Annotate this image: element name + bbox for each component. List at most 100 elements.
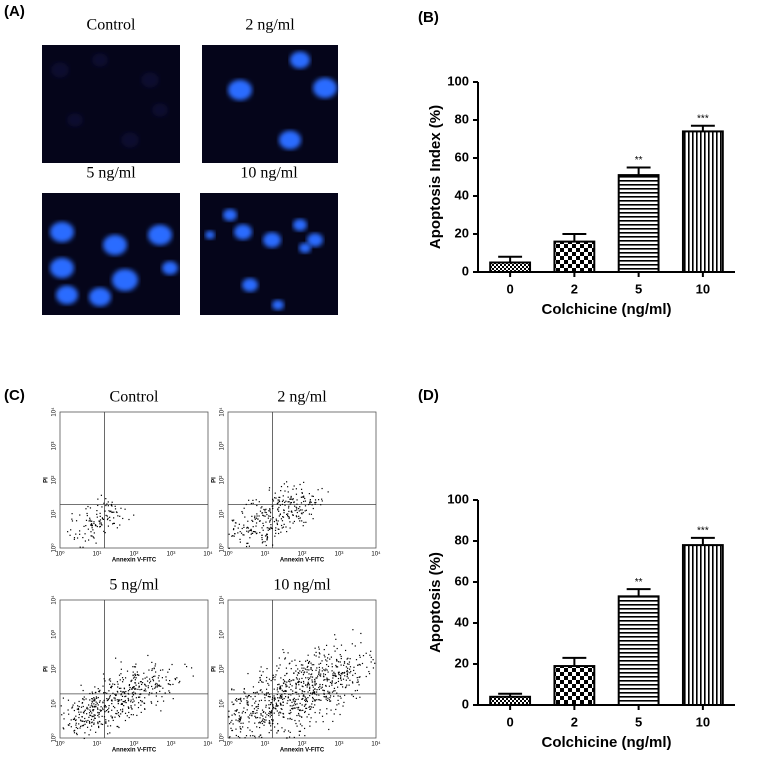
dot	[325, 684, 327, 687]
dot	[290, 502, 293, 504]
dot	[303, 672, 305, 674]
dot	[100, 494, 103, 496]
dot	[301, 677, 303, 680]
dot	[169, 679, 171, 682]
dot	[284, 674, 286, 677]
dot	[162, 700, 165, 702]
dot	[81, 716, 83, 718]
dot	[279, 688, 281, 690]
dot	[262, 525, 265, 527]
dot	[130, 714, 132, 716]
dot	[314, 699, 316, 701]
dot	[308, 493, 310, 495]
dot	[277, 509, 279, 511]
dot	[157, 677, 159, 679]
dot	[144, 684, 146, 686]
dot	[261, 722, 263, 725]
dot	[239, 531, 241, 533]
dot	[287, 507, 290, 509]
dot	[114, 508, 117, 510]
dot	[265, 534, 268, 536]
dot	[259, 520, 261, 522]
dot	[351, 681, 354, 683]
dot	[302, 669, 304, 672]
dot	[144, 683, 146, 685]
dot	[276, 687, 279, 689]
dot	[93, 714, 95, 716]
dot	[252, 698, 254, 700]
dot	[144, 688, 146, 690]
dot	[247, 520, 249, 522]
dot	[99, 525, 102, 528]
dot	[321, 660, 323, 662]
panel-label: (A)	[4, 3, 25, 20]
dot	[327, 671, 329, 673]
dot	[234, 699, 237, 701]
dot	[256, 504, 258, 507]
dot	[236, 709, 238, 711]
dot	[283, 651, 285, 654]
dot	[336, 659, 338, 661]
dot	[91, 525, 93, 527]
dot	[106, 699, 108, 702]
plot-title: Control	[110, 389, 159, 406]
dot	[96, 525, 98, 528]
dot	[99, 521, 101, 523]
dot	[82, 711, 85, 713]
dot	[341, 683, 343, 686]
dot	[241, 512, 244, 514]
dot	[100, 522, 102, 524]
nucleus	[293, 219, 307, 231]
dot	[67, 724, 69, 726]
dot	[248, 694, 250, 697]
dot	[283, 509, 285, 511]
dot	[105, 504, 107, 507]
dot	[141, 688, 143, 691]
dot	[282, 499, 284, 501]
dot	[270, 714, 272, 716]
dot	[139, 689, 141, 691]
dot	[267, 714, 270, 717]
dot	[269, 723, 271, 725]
dot	[342, 678, 345, 680]
dot	[333, 713, 335, 715]
dot	[340, 657, 342, 660]
dot	[276, 693, 278, 696]
dot	[110, 503, 113, 506]
dot	[117, 700, 119, 703]
dot	[326, 664, 328, 666]
dot	[89, 507, 92, 509]
dot	[120, 687, 122, 689]
dot	[228, 533, 230, 535]
dot	[266, 533, 268, 536]
dot	[284, 501, 286, 503]
dot	[278, 712, 280, 714]
dot	[248, 499, 250, 501]
dot	[338, 671, 340, 673]
dot	[357, 679, 359, 681]
dot	[87, 708, 89, 710]
dot	[268, 722, 270, 724]
dot	[327, 697, 329, 699]
dot	[169, 691, 171, 694]
dot	[78, 705, 80, 708]
dot	[126, 715, 128, 717]
dot	[282, 704, 284, 706]
dot	[250, 530, 253, 532]
dot	[129, 686, 131, 689]
dot	[296, 703, 298, 705]
dot	[316, 694, 318, 696]
dot	[290, 668, 292, 670]
dot	[254, 515, 256, 517]
dot	[368, 673, 371, 675]
dot	[344, 675, 346, 677]
dot	[320, 504, 322, 506]
dot	[300, 496, 303, 498]
x-tick-label: 5	[635, 281, 642, 296]
dot	[152, 688, 154, 690]
y-axis-label: PI	[44, 666, 50, 672]
dot	[304, 497, 306, 500]
dot	[347, 677, 349, 679]
dot	[117, 712, 120, 714]
dot	[97, 498, 99, 500]
